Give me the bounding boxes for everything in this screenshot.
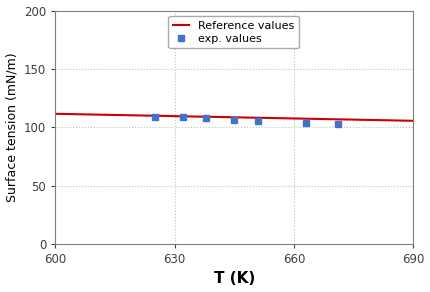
- exp. values: [204, 117, 209, 120]
- X-axis label: T (K): T (K): [214, 272, 255, 286]
- Line: exp. values: exp. values: [151, 114, 341, 127]
- Legend: Reference values, exp. values: Reference values, exp. values: [168, 16, 299, 48]
- exp. values: [232, 118, 237, 121]
- exp. values: [335, 122, 340, 126]
- exp. values: [180, 116, 185, 119]
- Y-axis label: Surface tension (mN/m): Surface tension (mN/m): [6, 52, 18, 202]
- exp. values: [255, 120, 261, 123]
- exp. values: [152, 116, 157, 119]
- exp. values: [303, 121, 308, 124]
